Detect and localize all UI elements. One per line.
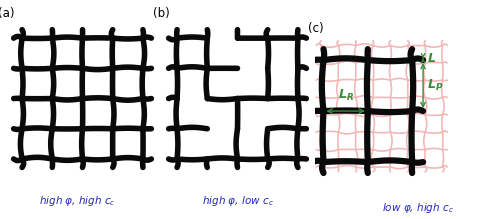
Text: high φ, low $c_c$: high φ, low $c_c$ xyxy=(202,194,274,208)
Text: $\bfit{L}$: $\bfit{L}$ xyxy=(426,52,436,65)
Text: $\bfit{L_P}$: $\bfit{L_P}$ xyxy=(426,78,443,93)
Text: (a): (a) xyxy=(0,7,15,20)
Text: low φ, high $c_c$: low φ, high $c_c$ xyxy=(382,201,454,215)
Text: (b): (b) xyxy=(154,7,170,20)
Text: (c): (c) xyxy=(308,22,324,35)
Text: high φ, high $c_c$: high φ, high $c_c$ xyxy=(39,194,116,208)
Text: $\bfit{L_R}$: $\bfit{L_R}$ xyxy=(338,87,353,102)
